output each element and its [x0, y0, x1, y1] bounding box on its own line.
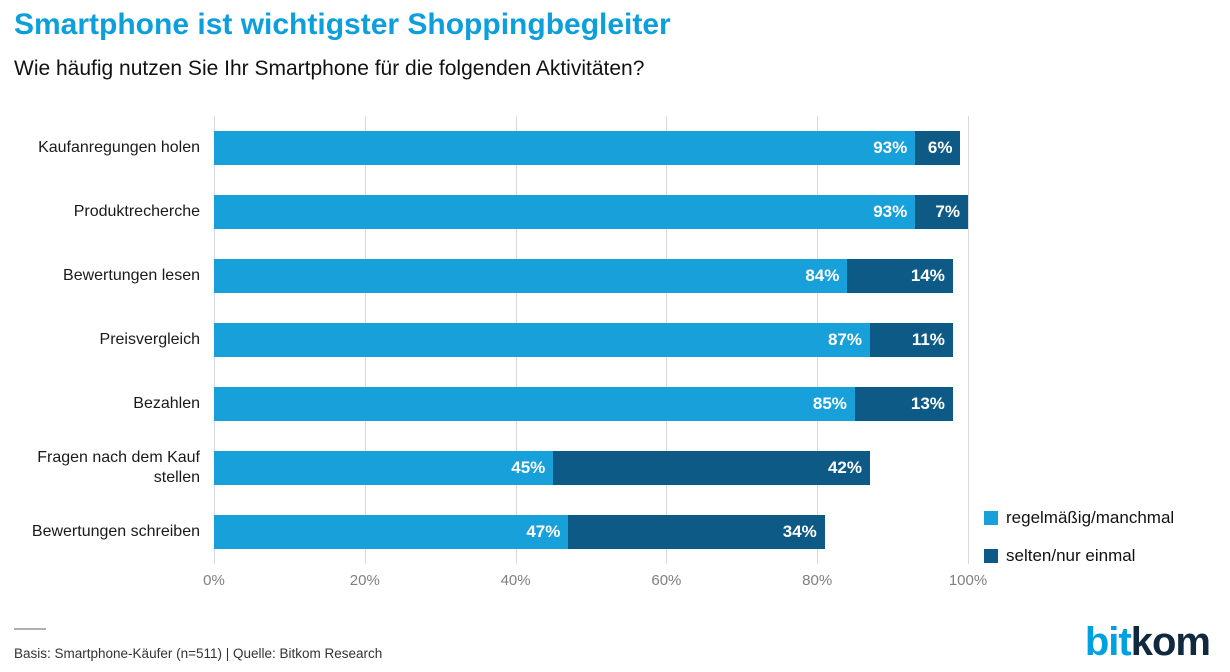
bar-value-label: 47% [526, 522, 561, 541]
bar-segment-regular: 47% [214, 515, 569, 549]
bar-value-label: 13% [910, 394, 945, 413]
logo-part-bit: bit [1084, 620, 1132, 664]
chart-header: Smartphone ist wichtigster Shoppingbegle… [14, 8, 1014, 81]
legend-label: regelmäßig/manchmal [1006, 508, 1175, 527]
bar-value-label: 84% [805, 266, 840, 285]
bar-value-label: 6% [927, 138, 953, 157]
x-axis-ticks: 0% 20% 40% 60% 80% 100% [203, 572, 987, 596]
bitkom-logo: bitkom [1084, 620, 1211, 665]
bar-track: 84% 14% [214, 259, 968, 293]
category-label: Kaufanregungen holen [38, 139, 200, 156]
chart-row: Produktrecherche 93% 7% [14, 180, 968, 244]
bar-track: 93% 6% [214, 131, 968, 165]
bar-value-label: 93% [873, 202, 908, 221]
bar-value-label: 93% [873, 138, 908, 157]
category-label: Bewertungen lesen [63, 267, 200, 284]
chart-row: Bewertungen lesen 84% 14% [14, 244, 968, 308]
gridline [968, 116, 969, 564]
x-axis-tick-label: 80% [802, 572, 833, 589]
bar-value-label: 42% [827, 458, 862, 477]
bar-segment-rare: 7% [915, 195, 968, 229]
x-axis-tick-label: 20% [349, 572, 380, 589]
chart-legend: regelmäßig/manchmal selten/nur einmal [984, 508, 1224, 584]
bar-track: 45% 42% [214, 451, 968, 485]
x-axis-tick-label: 60% [651, 572, 682, 589]
bar-track: 85% 13% [214, 387, 968, 421]
source-note: Basis: Smartphone-Käufer (n=511) | Quell… [14, 646, 383, 661]
x-axis-tick-label: 100% [948, 572, 988, 589]
category-label: Produktrecherche [73, 203, 200, 220]
category-label: Fragen nach dem Kauf stellen [37, 449, 200, 486]
bar-segment-regular: 87% [214, 323, 870, 357]
bar-value-label: 14% [910, 266, 945, 285]
chart-row: Fragen nach dem Kauf stellen 45% 42% [14, 436, 968, 500]
bar-segment-regular: 84% [214, 259, 848, 293]
bar-segment-rare: 11% [869, 323, 953, 357]
logo-part-kom: kom [1130, 620, 1211, 664]
chart-title: Smartphone ist wichtigster Shoppingbegle… [14, 8, 671, 41]
x-axis-tick-label: 40% [500, 572, 531, 589]
chart-subtitle: Wie häufig nutzen Sie Ihr Smartphone für… [14, 56, 645, 80]
footer-divider [14, 628, 46, 630]
bar-value-label: 85% [812, 394, 847, 413]
bar-segment-rare: 6% [915, 131, 961, 165]
legend-item-regular: regelmäßig/manchmal [984, 508, 1224, 528]
chart-row: Bezahlen 85% 13% [14, 372, 968, 436]
bar-segment-regular: 85% [214, 387, 855, 421]
bar-segment-regular: 93% [214, 131, 916, 165]
bar-track: 47% 34% [214, 515, 968, 549]
bar-segment-rare: 34% [568, 515, 825, 549]
bar-value-label: 11% [911, 330, 945, 349]
bar-segment-rare: 13% [854, 387, 953, 421]
category-label: Preisvergleich [99, 331, 200, 348]
chart-row: Kaufanregungen holen 93% 6% [14, 116, 968, 180]
legend-item-rare: selten/nur einmal [984, 546, 1224, 566]
x-axis-tick-label: 0% [203, 572, 225, 589]
bar-track: 87% 11% [214, 323, 968, 357]
bar-value-label: 34% [782, 522, 817, 541]
bar-segment-regular: 93% [214, 195, 916, 229]
bar-segment-rare: 14% [847, 259, 953, 293]
bar-value-label: 45% [511, 458, 546, 477]
legend-swatch-dark-blue [984, 549, 998, 563]
legend-label: selten/nur einmal [1006, 546, 1136, 565]
bar-segment-regular: 45% [214, 451, 554, 485]
category-label: Bewertungen schreiben [31, 523, 200, 540]
legend-swatch-light-blue [984, 511, 998, 525]
bar-track: 93% 7% [214, 195, 968, 229]
bar-segment-rare: 42% [553, 451, 870, 485]
category-label: Bezahlen [133, 395, 200, 412]
bar-value-label: 7% [935, 202, 960, 221]
stacked-bar-chart: Kaufanregungen holen 93% 6% Produktrecherch… [14, 116, 987, 596]
chart-row: Preisvergleich 87% 11% [14, 308, 968, 372]
bar-value-label: 87% [827, 330, 862, 349]
chart-row: Bewertungen schreiben 47% 34% [14, 500, 968, 564]
chart-rows: Kaufanregungen holen 93% 6% Produktrecherch… [14, 116, 968, 564]
